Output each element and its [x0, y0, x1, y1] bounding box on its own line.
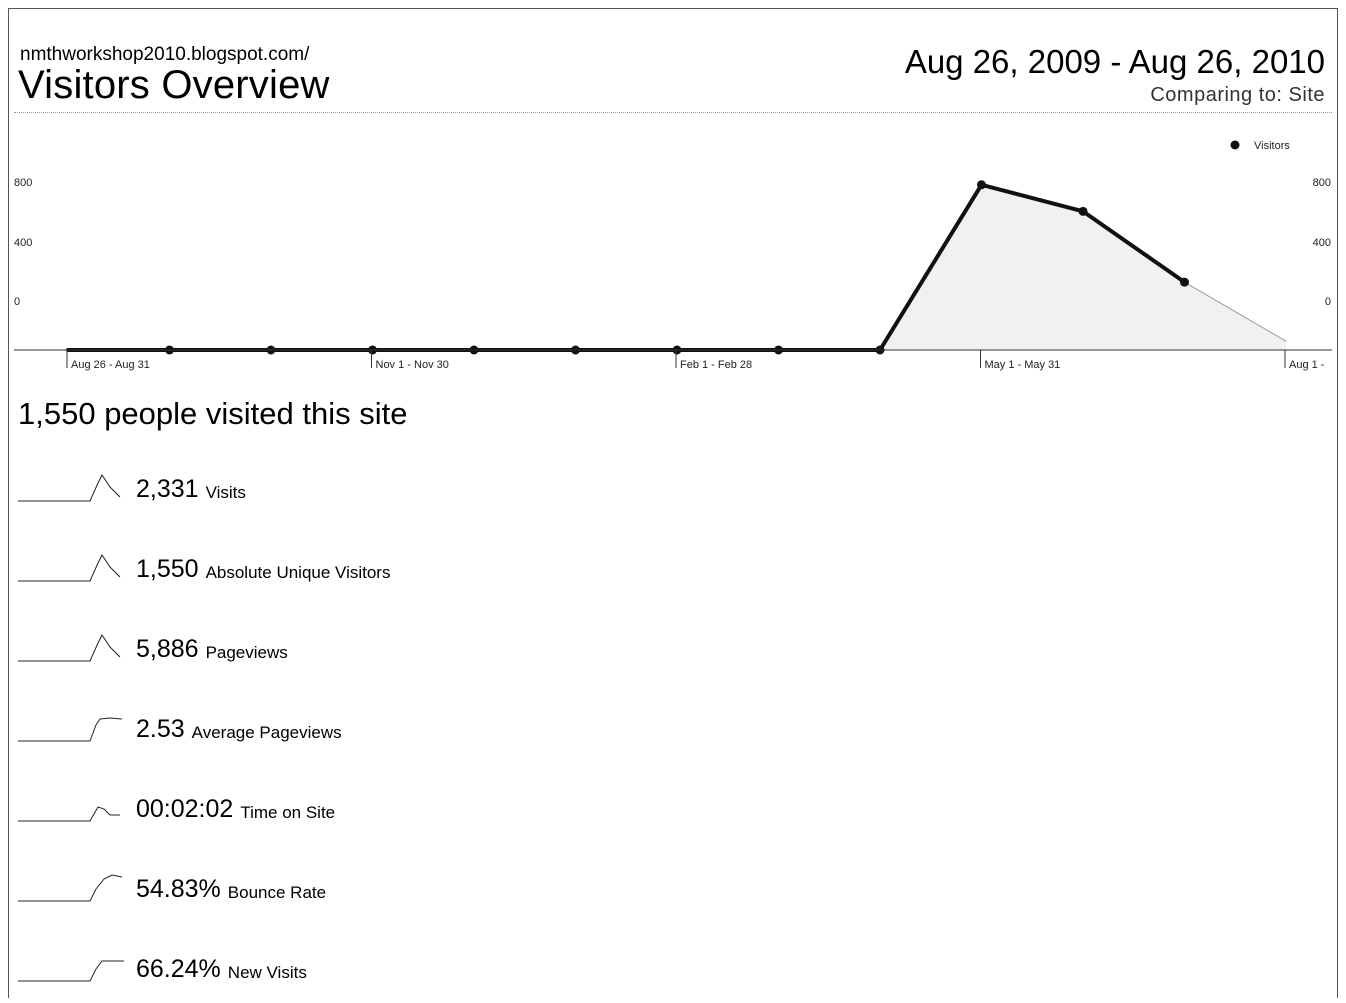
y-tick-label-right: 800	[1313, 177, 1331, 189]
metric-row[interactable]: 1,550 Absolute Unique Visitors	[18, 545, 390, 585]
y-tick-label-left: 0	[14, 296, 20, 308]
metric-label: Visits	[205, 483, 246, 502]
metric-row[interactable]: 5,886 Pageviews	[18, 625, 288, 665]
metric-label: New Visits	[227, 963, 307, 982]
legend-label: Visitors	[1254, 140, 1290, 152]
y-tick-label-right: 0	[1325, 296, 1331, 308]
x-tick-labels: Aug 26 - Aug 31 Nov 1 - Nov 30 Feb 1 - Feb…	[66, 350, 1325, 371]
sparkline-icon	[18, 634, 121, 662]
metric-row[interactable]: 54.83% Bounce Rate	[18, 865, 326, 905]
chart-line-segment	[1184, 281, 1287, 342]
metric-value: 66.24%	[136, 955, 221, 983]
metric-value: 2.53	[136, 715, 185, 743]
metric-label: Bounce Rate	[227, 883, 327, 902]
chart-point	[977, 180, 986, 190]
metric-label: Absolute Unique Visitors	[205, 563, 391, 582]
visitors-line-chart: Aug 26 - Aug 31 Nov 1 - Nov 30 Feb 1 - Feb…	[14, 140, 1332, 371]
x-tick-label: Aug 26 - Aug 31	[71, 359, 150, 371]
comparing-to[interactable]: Comparing to: Site	[1150, 84, 1325, 106]
sparkline-path	[18, 474, 121, 502]
sparkline-icon	[18, 874, 123, 902]
chart-point	[1078, 206, 1088, 216]
chart-point	[1180, 277, 1189, 287]
chart-line-segment	[1081, 209, 1187, 285]
metric-label: Pageviews	[205, 643, 288, 662]
chart-area-fill	[68, 184, 1286, 350]
site-url[interactable]: nmthworkshop2010.blogspot.com/	[20, 44, 310, 65]
date-range[interactable]: Aug 26, 2009 - Aug 26, 2010	[904, 43, 1325, 80]
metric-value: 1,550	[136, 555, 199, 583]
metric-value: 00:02:02	[136, 795, 234, 823]
metric-label: Time on Site	[240, 803, 336, 822]
x-tick-label: Nov 1 - Nov 30	[376, 359, 449, 371]
metric-row[interactable]: 00:02:02 Time on Site	[18, 785, 335, 825]
title-divider	[14, 112, 1332, 113]
sparkline-path	[18, 960, 124, 982]
metric-row[interactable]: 66.24% New Visits	[18, 945, 307, 985]
sparkline-icon	[18, 717, 123, 742]
summary-headline: 1,550 people visited this site	[18, 396, 408, 431]
chart-legend[interactable]: Visitors	[1230, 140, 1291, 152]
chart-line-segment	[979, 182, 1085, 214]
metric-value: 5,886	[136, 635, 199, 663]
x-tick-label: Aug 1 -	[1289, 359, 1325, 371]
metric-row[interactable]: 2.53 Average Pageviews	[18, 705, 342, 745]
sparkline-icon	[18, 806, 120, 822]
sparkline-icon	[18, 474, 121, 502]
sparkline-path	[18, 717, 123, 742]
legend-marker	[1230, 140, 1240, 150]
y-tick-label-right: 400	[1313, 237, 1331, 249]
sparkline-path	[18, 806, 120, 822]
y-tick-label-left: 400	[14, 237, 32, 249]
sparkline-path	[18, 634, 121, 662]
sparkline-path	[18, 554, 121, 582]
sparkline-path	[18, 874, 123, 902]
y-tick-label-left: 800	[14, 177, 32, 189]
metric-value: 54.83%	[136, 875, 221, 903]
y-tick-labels: 800 400 0 800 400 0	[14, 177, 1331, 308]
report-frame	[8, 8, 1338, 998]
sparkline-icon	[18, 554, 121, 582]
metric-value: 2,331	[136, 475, 199, 503]
x-tick-label: Feb 1 - Feb 28	[680, 359, 752, 371]
x-tick-label: May 1 - May 31	[985, 359, 1061, 371]
metric-row[interactable]: 2,331 Visits	[18, 465, 246, 505]
chart-area	[68, 184, 1286, 350]
sparkline-icon	[18, 960, 124, 982]
page-title: Visitors Overview	[18, 63, 330, 107]
metric-label: Average Pageviews	[191, 723, 342, 742]
chart-line-segment	[878, 182, 984, 352]
